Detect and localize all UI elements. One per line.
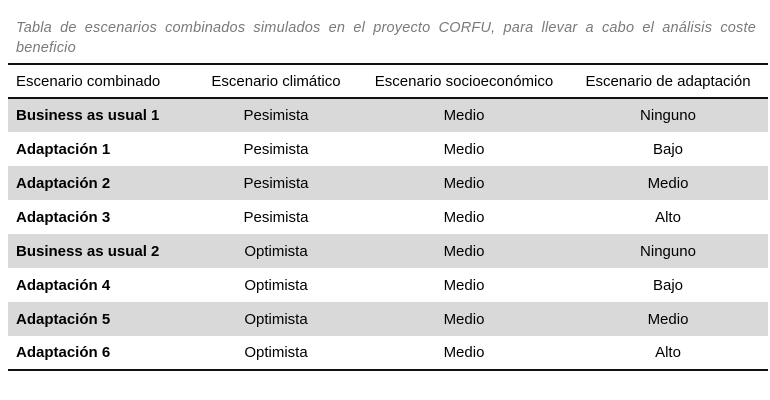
scenarios-table: Escenario combinado Escenario climático … [8, 63, 768, 371]
cell-climatic-scenario: Optimista [192, 336, 360, 371]
cell-adaptation-scenario: Medio [568, 302, 768, 336]
table-row: Adaptación 2 Pesimista Medio Medio [8, 166, 768, 200]
cell-adaptation-scenario: Alto [655, 208, 681, 226]
table-body: Business as usual 1 Pesimista Medio Ning… [8, 98, 768, 371]
table-header: Escenario combinado Escenario climático … [8, 63, 768, 99]
cell-climatic-scenario: Pesimista [192, 166, 360, 200]
header-combined-scenario: Escenario combinado [8, 63, 192, 99]
header-socioeconomic-scenario: Escenario socioeconómico [360, 63, 568, 99]
cell-combined-scenario: Adaptación 1 [16, 140, 111, 158]
cell-combined-scenario: Adaptación 4 [16, 276, 111, 294]
cell-socioeconomic-scenario: Medio [443, 276, 485, 294]
cell-socioeconomic-scenario: Medio [360, 302, 568, 336]
table-row: Adaptación 4 Optimista Medio Bajo [8, 268, 768, 302]
header-row: Escenario combinado Escenario climático … [8, 63, 768, 99]
cell-climatic-scenario: Optimista [192, 234, 360, 268]
header-climatic-scenario: Escenario climático [192, 63, 360, 99]
cell-adaptation-scenario: Ninguno [568, 98, 768, 132]
table-row: Adaptación 6 Optimista Medio Alto [8, 336, 768, 371]
cell-climatic-scenario: Pesimista [243, 208, 309, 226]
cell-combined-scenario: Business as usual 2 [8, 234, 192, 268]
scenarios-table-container: Escenario combinado Escenario climático … [8, 63, 768, 371]
header-adaptation-scenario: Escenario de adaptación [568, 63, 768, 99]
cell-socioeconomic-scenario: Medio [360, 234, 568, 268]
cell-combined-scenario: Adaptación 2 [8, 166, 192, 200]
cell-socioeconomic-scenario: Medio [443, 208, 485, 226]
cell-climatic-scenario: Pesimista [192, 98, 360, 132]
cell-adaptation-scenario: Ninguno [568, 234, 768, 268]
cell-climatic-scenario: Optimista [244, 276, 308, 294]
cell-adaptation-scenario: Bajo [652, 276, 684, 294]
table-row: Adaptación 1 Pesimista Medio Bajo [8, 132, 768, 166]
cell-combined-scenario: Adaptación 5 [8, 302, 192, 336]
cell-combined-scenario: Adaptación 3 [16, 208, 111, 226]
cell-climatic-scenario: Optimista [192, 302, 360, 336]
cell-combined-scenario: Business as usual 1 [8, 98, 192, 132]
cell-socioeconomic-scenario: Medio [360, 166, 568, 200]
cell-socioeconomic-scenario: Medio [360, 336, 568, 371]
cell-socioeconomic-scenario: Medio [443, 140, 485, 158]
cell-adaptation-scenario: Alto [568, 336, 768, 371]
table-row: Adaptación 5 Optimista Medio Medio [8, 302, 768, 336]
table-row: Adaptación 3 Pesimista Medio Alto [8, 200, 768, 234]
table-caption: Tabla de escenarios combinados simulados… [16, 20, 756, 56]
cell-socioeconomic-scenario: Medio [360, 98, 568, 132]
table-row: Business as usual 2 Optimista Medio Ning… [8, 234, 768, 268]
cell-adaptation-scenario: Medio [568, 166, 768, 200]
cell-adaptation-scenario: Bajo [652, 140, 684, 158]
table-row: Business as usual 1 Pesimista Medio Ning… [8, 98, 768, 132]
cell-climatic-scenario: Pesimista [243, 140, 309, 158]
cell-combined-scenario: Adaptación 6 [8, 336, 192, 371]
